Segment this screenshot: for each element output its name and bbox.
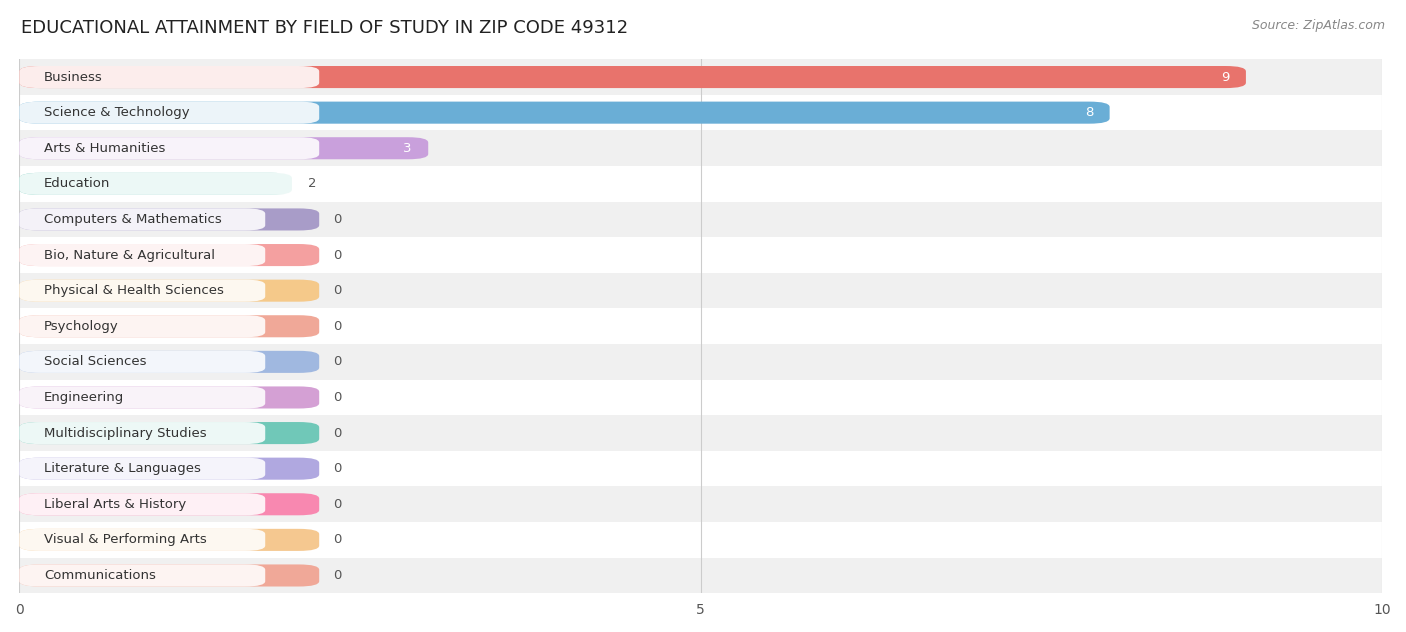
FancyBboxPatch shape (20, 564, 266, 586)
FancyBboxPatch shape (20, 315, 319, 337)
Text: Computers & Mathematics: Computers & Mathematics (44, 213, 222, 226)
FancyBboxPatch shape (20, 386, 319, 408)
FancyBboxPatch shape (20, 66, 319, 88)
Text: 0: 0 (333, 569, 342, 582)
FancyBboxPatch shape (20, 529, 319, 551)
Bar (20, 522, 1382, 557)
Bar (20, 202, 1382, 237)
Text: 0: 0 (333, 427, 342, 440)
Bar (20, 451, 1382, 487)
Text: Business: Business (44, 71, 103, 83)
Text: Multidisciplinary Studies: Multidisciplinary Studies (44, 427, 207, 440)
Text: 8: 8 (1085, 106, 1094, 119)
Text: 0: 0 (333, 284, 342, 297)
Text: Education: Education (44, 178, 110, 190)
Text: Physical & Health Sciences: Physical & Health Sciences (44, 284, 224, 297)
Text: Arts & Humanities: Arts & Humanities (44, 142, 166, 155)
FancyBboxPatch shape (20, 386, 266, 408)
FancyBboxPatch shape (20, 351, 266, 373)
Bar (20, 487, 1382, 522)
Text: Communications: Communications (44, 569, 156, 582)
FancyBboxPatch shape (20, 209, 266, 231)
Text: 9: 9 (1222, 71, 1230, 83)
Text: Literature & Languages: Literature & Languages (44, 462, 201, 475)
Bar (20, 344, 1382, 380)
Bar (20, 308, 1382, 344)
Bar (20, 95, 1382, 130)
FancyBboxPatch shape (20, 244, 319, 266)
Bar (20, 237, 1382, 273)
Text: 0: 0 (333, 213, 342, 226)
Text: 0: 0 (333, 320, 342, 333)
FancyBboxPatch shape (20, 458, 266, 480)
Text: Science & Technology: Science & Technology (44, 106, 190, 119)
FancyBboxPatch shape (20, 422, 319, 444)
Bar (20, 273, 1382, 308)
Text: 0: 0 (333, 462, 342, 475)
Text: EDUCATIONAL ATTAINMENT BY FIELD OF STUDY IN ZIP CODE 49312: EDUCATIONAL ATTAINMENT BY FIELD OF STUDY… (21, 19, 628, 37)
FancyBboxPatch shape (20, 529, 266, 551)
FancyBboxPatch shape (20, 315, 266, 337)
Text: Bio, Nature & Agricultural: Bio, Nature & Agricultural (44, 248, 215, 262)
Text: 0: 0 (333, 498, 342, 511)
Text: Visual & Performing Arts: Visual & Performing Arts (44, 533, 207, 547)
FancyBboxPatch shape (20, 564, 319, 586)
Text: Psychology: Psychology (44, 320, 118, 333)
Text: Source: ZipAtlas.com: Source: ZipAtlas.com (1251, 19, 1385, 32)
FancyBboxPatch shape (20, 173, 292, 195)
FancyBboxPatch shape (20, 137, 319, 159)
FancyBboxPatch shape (20, 458, 319, 480)
Text: 0: 0 (333, 533, 342, 547)
Bar (20, 130, 1382, 166)
Bar (20, 380, 1382, 415)
Bar (20, 59, 1382, 95)
Text: Engineering: Engineering (44, 391, 124, 404)
Text: 3: 3 (404, 142, 412, 155)
Text: Liberal Arts & History: Liberal Arts & History (44, 498, 186, 511)
FancyBboxPatch shape (20, 244, 266, 266)
FancyBboxPatch shape (20, 279, 319, 301)
FancyBboxPatch shape (20, 137, 429, 159)
FancyBboxPatch shape (20, 422, 266, 444)
Text: 0: 0 (333, 248, 342, 262)
FancyBboxPatch shape (20, 209, 319, 231)
Text: 0: 0 (333, 355, 342, 368)
FancyBboxPatch shape (20, 102, 319, 124)
Text: Social Sciences: Social Sciences (44, 355, 146, 368)
Bar (20, 166, 1382, 202)
Text: 0: 0 (333, 391, 342, 404)
FancyBboxPatch shape (20, 493, 319, 515)
Text: 2: 2 (308, 178, 316, 190)
Bar (20, 415, 1382, 451)
FancyBboxPatch shape (20, 493, 266, 515)
FancyBboxPatch shape (20, 102, 1109, 124)
FancyBboxPatch shape (20, 279, 266, 301)
FancyBboxPatch shape (20, 351, 319, 373)
FancyBboxPatch shape (20, 66, 1246, 88)
FancyBboxPatch shape (20, 173, 319, 195)
Bar (20, 557, 1382, 593)
